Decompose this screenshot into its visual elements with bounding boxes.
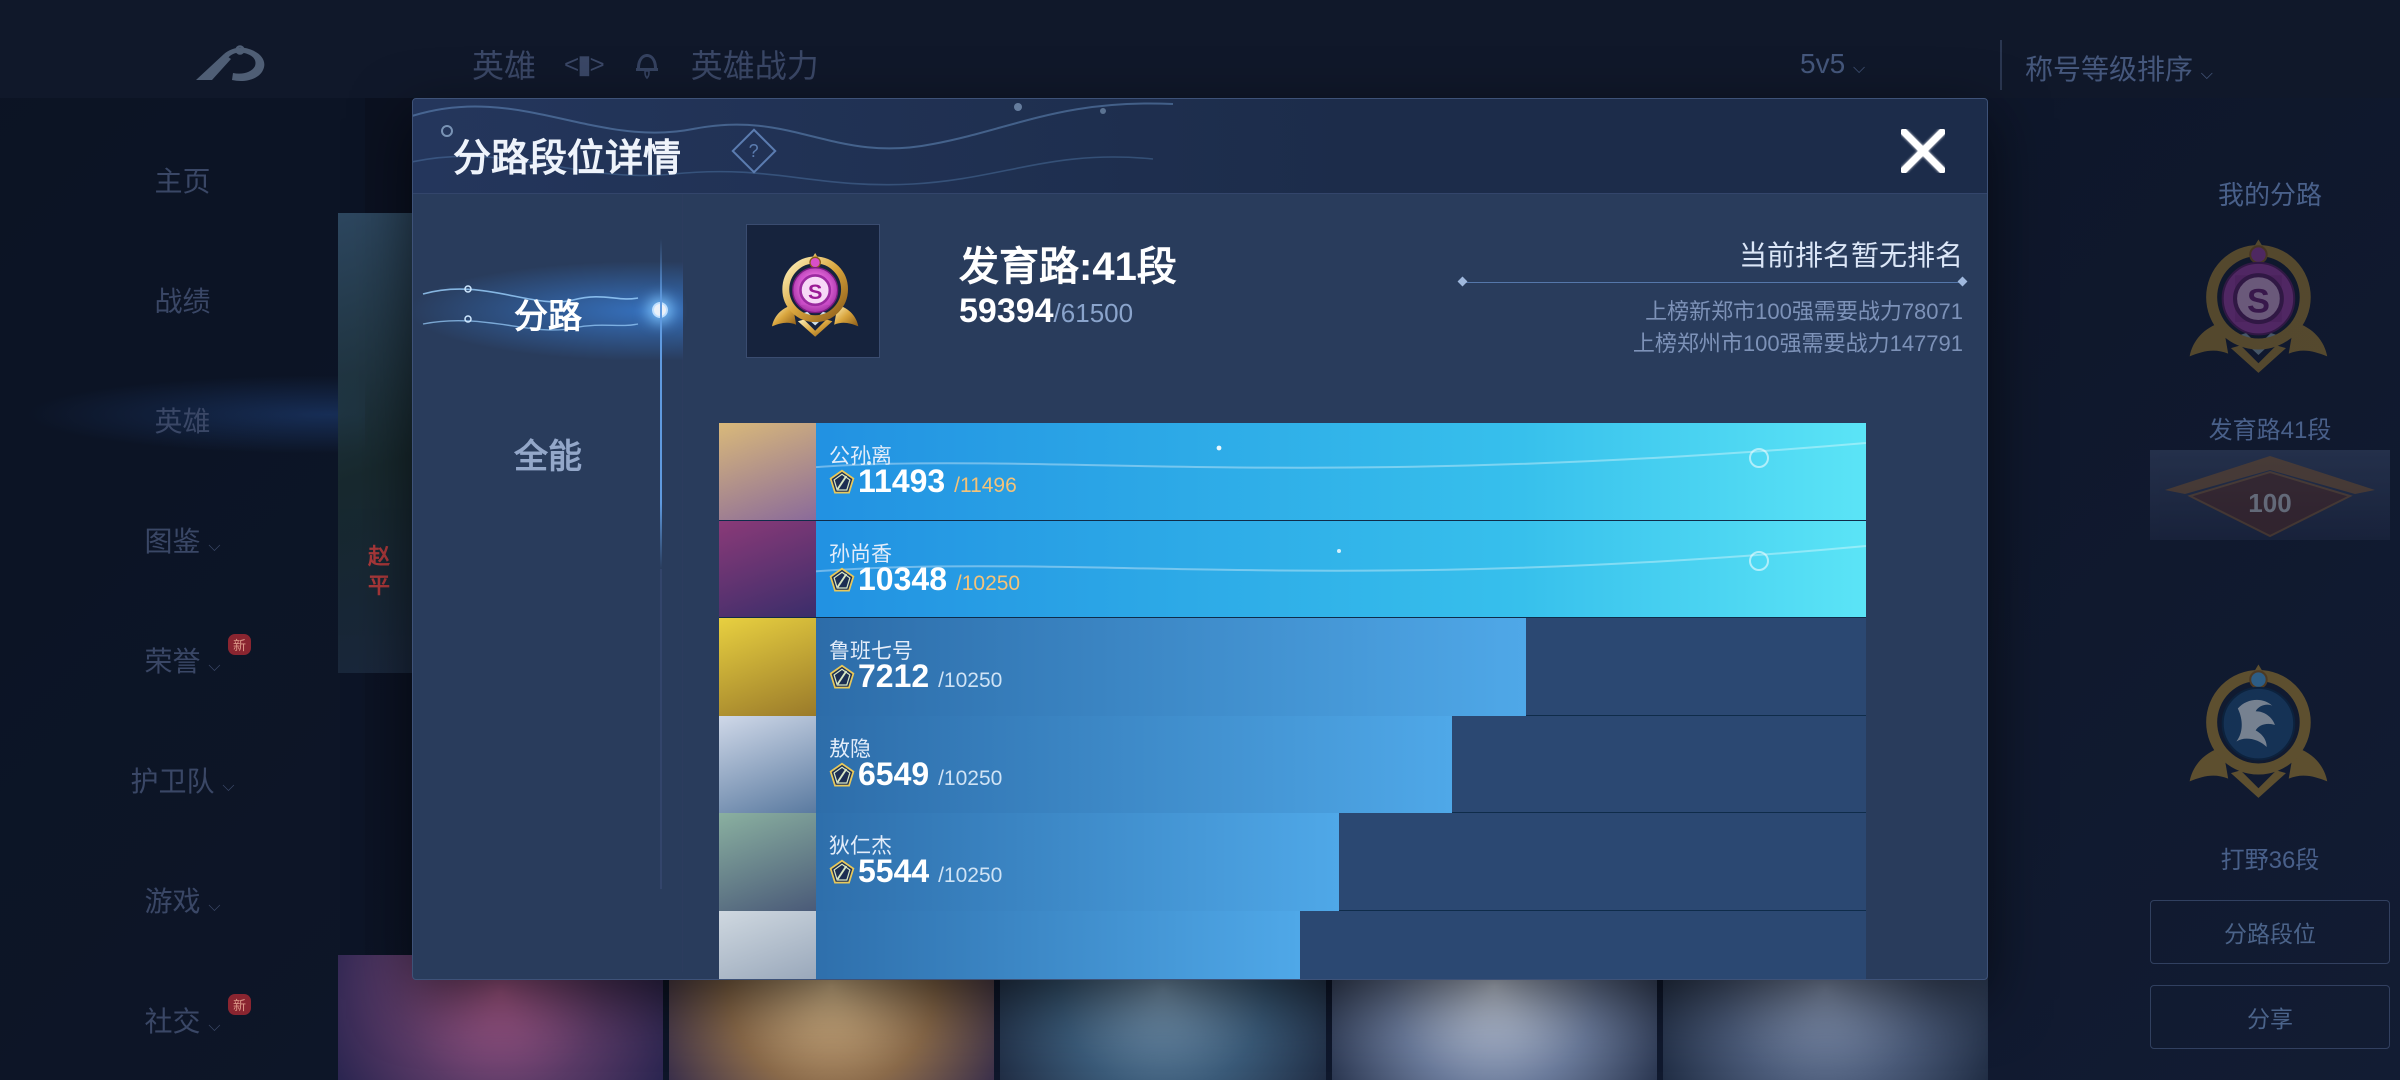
svg-text:S: S bbox=[2247, 282, 2270, 320]
svg-text:S: S bbox=[808, 279, 822, 304]
svg-text:100: 100 bbox=[2248, 488, 2291, 518]
